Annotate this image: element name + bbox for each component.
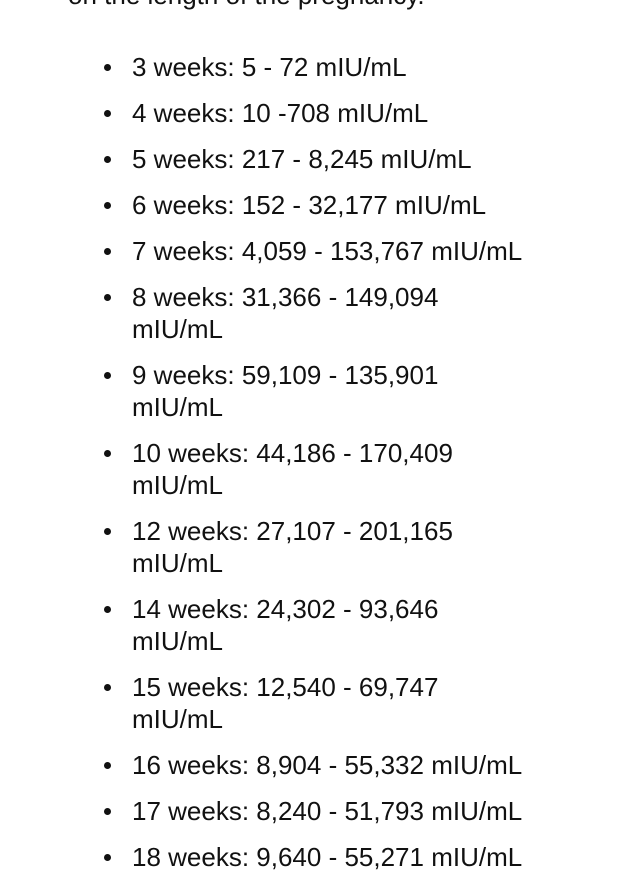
list-item-text: 15 weeks: 12,540 - 69,747 mIU/mL	[132, 672, 439, 734]
list-item-text: 7 weeks: 4,059 - 153,767 mIU/mL	[132, 236, 523, 266]
bullet-icon	[104, 202, 111, 209]
list-item-text: 18 weeks: 9,640 - 55,271 mIU/mL	[132, 842, 523, 872]
bullet-icon	[104, 156, 111, 163]
list-item: 10 weeks: 44,186 - 170,409 mIU/mL	[0, 437, 600, 501]
list-item-text: 4 weeks: 10 -708 mIU/mL	[132, 98, 429, 128]
list-item-text: 5 weeks: 217 - 8,245 mIU/mL	[132, 144, 472, 174]
list-item-text: 3 weeks: 5 - 72 mIU/mL	[132, 52, 407, 82]
list-item: 5 weeks: 217 - 8,245 mIU/mL	[0, 143, 600, 175]
list-item-text: 12 weeks: 27,107 - 201,165 mIU/mL	[132, 516, 453, 578]
list-item: 17 weeks: 8,240 - 51,793 mIU/mL	[0, 795, 600, 827]
list-item: 9 weeks: 59,109 - 135,901 mIU/mL	[0, 359, 600, 423]
bullet-icon	[104, 606, 111, 613]
list-item: 6 weeks: 152 - 32,177 mIU/mL	[0, 189, 600, 221]
list-item-text: 10 weeks: 44,186 - 170,409 mIU/mL	[132, 438, 453, 500]
bullet-icon	[104, 372, 111, 379]
list-item-text: 16 weeks: 8,904 - 55,332 mIU/mL	[132, 750, 523, 780]
list-item: 15 weeks: 12,540 - 69,747 mIU/mL	[0, 671, 600, 735]
list-item-text: 6 weeks: 152 - 32,177 mIU/mL	[132, 190, 487, 220]
bullet-icon	[104, 294, 111, 301]
list-item: 18 weeks: 9,640 - 55,271 mIU/mL	[0, 841, 600, 873]
list-item-text: 9 weeks: 59,109 - 135,901 mIU/mL	[132, 360, 439, 422]
bullet-icon	[104, 64, 111, 71]
bullet-icon	[104, 684, 111, 691]
hcg-levels-list: 3 weeks: 5 - 72 mIU/mL 4 weeks: 10 -708 …	[0, 51, 600, 887]
list-item: 16 weeks: 8,904 - 55,332 mIU/mL	[0, 749, 600, 781]
list-item-text: 8 weeks: 31,366 - 149,094 mIU/mL	[132, 282, 439, 344]
bullet-icon	[104, 528, 111, 535]
bullet-icon	[104, 762, 111, 769]
list-item: 8 weeks: 31,366 - 149,094 mIU/mL	[0, 281, 600, 345]
bullet-icon	[104, 450, 111, 457]
bullet-icon	[104, 248, 111, 255]
bullet-icon	[104, 854, 111, 861]
list-item: 12 weeks: 27,107 - 201,165 mIU/mL	[0, 515, 600, 579]
bullet-icon	[104, 808, 111, 815]
list-item: 4 weeks: 10 -708 mIU/mL	[0, 97, 600, 129]
intro-text: on the length of the pregnancy.	[68, 0, 425, 11]
bullet-icon	[104, 110, 111, 117]
list-item: 7 weeks: 4,059 - 153,767 mIU/mL	[0, 235, 600, 267]
list-item-text: 17 weeks: 8,240 - 51,793 mIU/mL	[132, 796, 523, 826]
list-item-text: 14 weeks: 24,302 - 93,646 mIU/mL	[132, 594, 439, 656]
list-item: 3 weeks: 5 - 72 mIU/mL	[0, 51, 600, 83]
list-item: 14 weeks: 24,302 - 93,646 mIU/mL	[0, 593, 600, 657]
